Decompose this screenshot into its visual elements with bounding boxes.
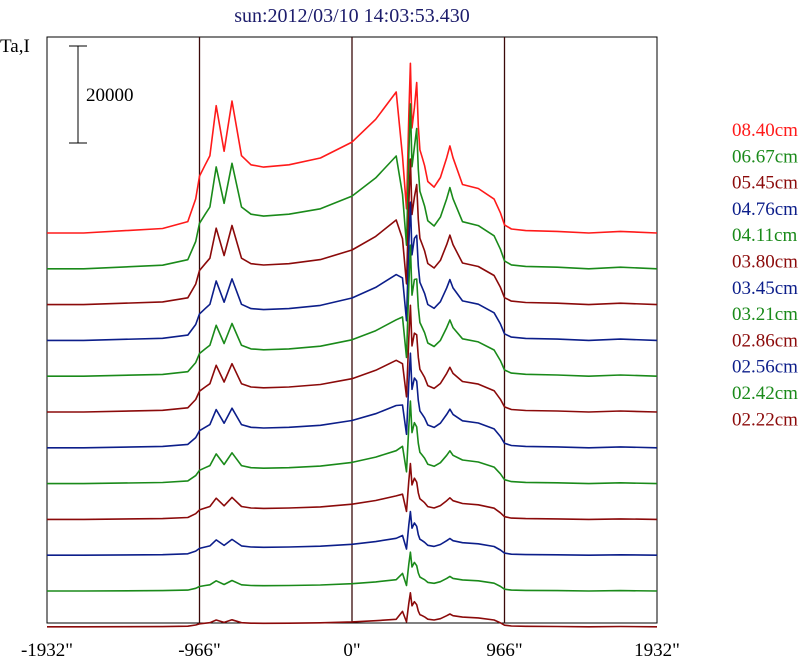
scale-bar: 20000 (69, 45, 134, 144)
legend-item: 02.86cm (732, 330, 798, 351)
chart-title: sun:2012/03/10 14:03:53.430 (234, 5, 470, 27)
series-line-02.22cm (47, 592, 658, 628)
series-lines (47, 62, 658, 628)
vertical-reference-lines (198, 37, 506, 623)
x-tick-label: -966" (178, 640, 221, 661)
legend: 08.40cm 06.67cm 05.45cm 04.76cm 04.11cm 03.80… (732, 120, 798, 430)
scale-bar-label: 20000 (86, 85, 134, 106)
series-line-02.42cm (47, 551, 658, 592)
legend-item: 02.56cm (732, 357, 798, 378)
series-line-08.40cm (47, 62, 658, 234)
series-line-06.67cm (47, 103, 658, 270)
legend-item: 02.42cm (732, 383, 798, 404)
series-line-04.76cm (47, 201, 658, 342)
legend-item: 03.80cm (732, 252, 798, 273)
series-line-03.80cm (47, 304, 658, 413)
legend-item: 05.45cm (732, 173, 798, 194)
x-tick-label: 0" (343, 640, 360, 661)
y-axis-label: Ta,I (0, 36, 30, 57)
legend-item: 04.76cm (732, 199, 798, 220)
series-line-02.56cm (47, 510, 658, 556)
legend-item: 08.40cm (732, 120, 798, 141)
legend-item: 04.11cm (732, 225, 797, 246)
x-tick-label: -1932" (21, 640, 73, 661)
series-line-05.45cm (47, 158, 658, 306)
x-tick-label: 1932" (634, 640, 680, 661)
legend-item: 02.22cm (732, 409, 798, 430)
x-tick-labels: -1932" -966" 0" 966" 1932" (21, 640, 680, 661)
series-line-03.45cm (47, 352, 658, 449)
legend-item: 06.67cm (732, 146, 798, 167)
series-line-03.21cm (47, 400, 658, 485)
legend-item: 03.45cm (732, 278, 798, 299)
legend-item: 03.21cm (732, 304, 798, 325)
series-line-04.11cm (47, 244, 658, 377)
series-line-02.86cm (47, 462, 658, 521)
x-tick-label: 966" (486, 640, 522, 661)
